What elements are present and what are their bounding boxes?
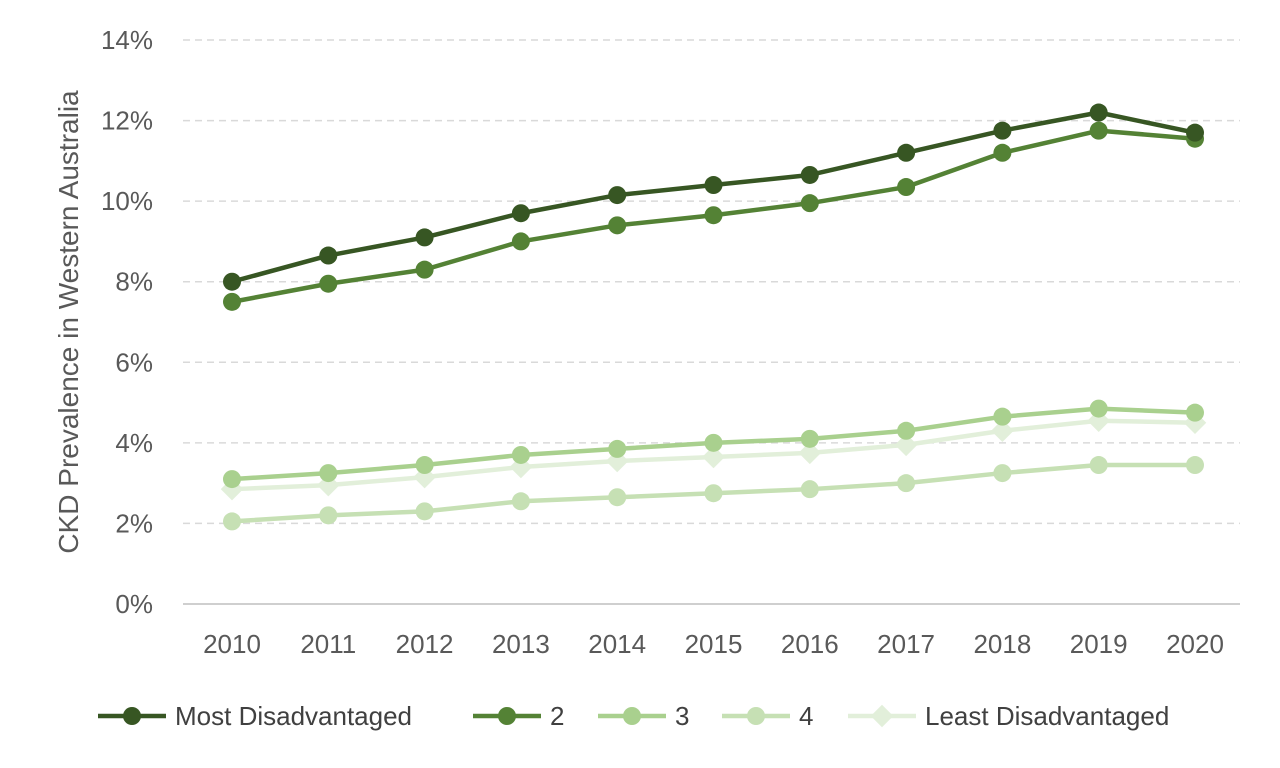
data-point-marker: [223, 512, 241, 531]
legend-label: Most Disadvantaged: [175, 701, 412, 731]
data-point-marker: [704, 433, 723, 452]
data-point-marker: [870, 704, 894, 728]
data-point-marker: [511, 492, 530, 511]
x-axis-ticks: 2010 2011 2012 2013 2014 2015 2016 2017 2018 2019…: [203, 629, 1224, 659]
x-tick-label: 2018: [973, 629, 1031, 659]
series-line: [231, 110, 1196, 284]
data-point-marker: [608, 186, 627, 205]
x-tick-label: 2013: [492, 629, 550, 659]
legend-item: 4: [722, 701, 813, 731]
series-group: [220, 103, 1207, 531]
data-point-marker: [993, 143, 1012, 162]
series-most-disadvantaged: [223, 103, 1204, 291]
data-point-marker: [511, 232, 530, 251]
x-tick-label: 2017: [877, 629, 935, 659]
data-point-marker: [608, 216, 627, 235]
x-tick-label: 2020: [1166, 629, 1224, 659]
data-point-marker: [319, 246, 338, 265]
data-point-marker: [1089, 121, 1108, 140]
data-point-marker: [993, 464, 1012, 483]
legend-label: 4: [799, 701, 813, 731]
y-tick-label: 8%: [115, 267, 153, 297]
data-point-marker: [897, 474, 916, 493]
data-point-marker: [223, 272, 241, 291]
data-point-marker: [223, 292, 241, 311]
data-point-marker: [747, 707, 765, 725]
data-point-marker: [608, 439, 627, 458]
data-point-marker: [223, 470, 241, 489]
data-point-marker: [415, 260, 434, 279]
data-point-marker: [704, 484, 723, 503]
series-2: [223, 121, 1204, 311]
data-point-marker: [800, 480, 819, 499]
data-point-marker: [993, 121, 1012, 140]
data-point-marker: [991, 419, 1014, 443]
y-axis-ticks: 0% 2% 4% 6% 8% 10% 12% 14%: [101, 25, 153, 619]
data-point-marker: [798, 441, 822, 465]
data-point-marker: [1089, 456, 1108, 475]
legend: Most Disadvantaged 2 3 4 Least Disadvantaged: [98, 701, 1169, 731]
data-point-marker: [498, 707, 516, 725]
x-tick-label: 2011: [300, 629, 356, 659]
data-point-marker: [415, 228, 434, 247]
data-point-marker: [608, 488, 627, 507]
y-tick-label: 0%: [115, 589, 153, 619]
data-point-marker: [319, 506, 338, 525]
legend-label: 3: [675, 701, 689, 731]
legend-item: 2: [473, 701, 564, 731]
data-point-marker: [415, 502, 434, 521]
legend-item: 3: [598, 701, 689, 731]
data-point-marker: [1186, 123, 1204, 142]
y-tick-label: 4%: [115, 428, 153, 458]
data-point-marker: [993, 407, 1012, 426]
legend-label: 2: [550, 701, 564, 731]
data-point-marker: [800, 194, 819, 213]
y-tick-label: 6%: [115, 347, 153, 377]
data-point-marker: [1186, 456, 1204, 475]
data-point-marker: [702, 445, 725, 469]
data-point-marker: [319, 274, 338, 293]
data-point-marker: [623, 707, 641, 725]
data-point-marker: [319, 464, 338, 483]
x-tick-label: 2012: [396, 629, 454, 659]
y-axis-title: CKD Prevalence in Western Australia: [53, 90, 84, 554]
legend-item: Least Disadvantaged: [848, 701, 1169, 731]
y-tick-label: 14%: [101, 25, 153, 55]
y-tick-label: 2%: [115, 508, 153, 538]
data-point-marker: [511, 445, 530, 464]
data-point-marker: [704, 176, 723, 195]
x-tick-label: 2010: [203, 629, 261, 659]
data-point-marker: [800, 165, 819, 184]
data-point-marker: [123, 707, 141, 725]
series-3: [223, 399, 1204, 489]
data-point-marker: [415, 456, 434, 475]
y-tick-label: 12%: [101, 106, 153, 136]
data-point-marker: [1089, 399, 1108, 418]
x-tick-label: 2016: [781, 629, 839, 659]
data-point-marker: [1186, 403, 1204, 422]
x-tick-label: 2014: [588, 629, 646, 659]
data-point-marker: [897, 143, 916, 162]
data-point-marker: [894, 433, 918, 457]
legend-item: Most Disadvantaged: [98, 701, 412, 731]
x-tick-label: 2019: [1070, 629, 1128, 659]
x-tick-label: 2015: [685, 629, 743, 659]
data-point-marker: [704, 206, 723, 225]
data-point-marker: [511, 204, 530, 223]
data-point-marker: [1089, 103, 1108, 122]
data-point-marker: [897, 178, 916, 197]
series-4: [223, 456, 1204, 531]
legend-label: Least Disadvantaged: [925, 701, 1169, 731]
y-tick-label: 10%: [101, 186, 153, 216]
data-point-marker: [897, 421, 916, 440]
data-point-marker: [800, 429, 819, 448]
